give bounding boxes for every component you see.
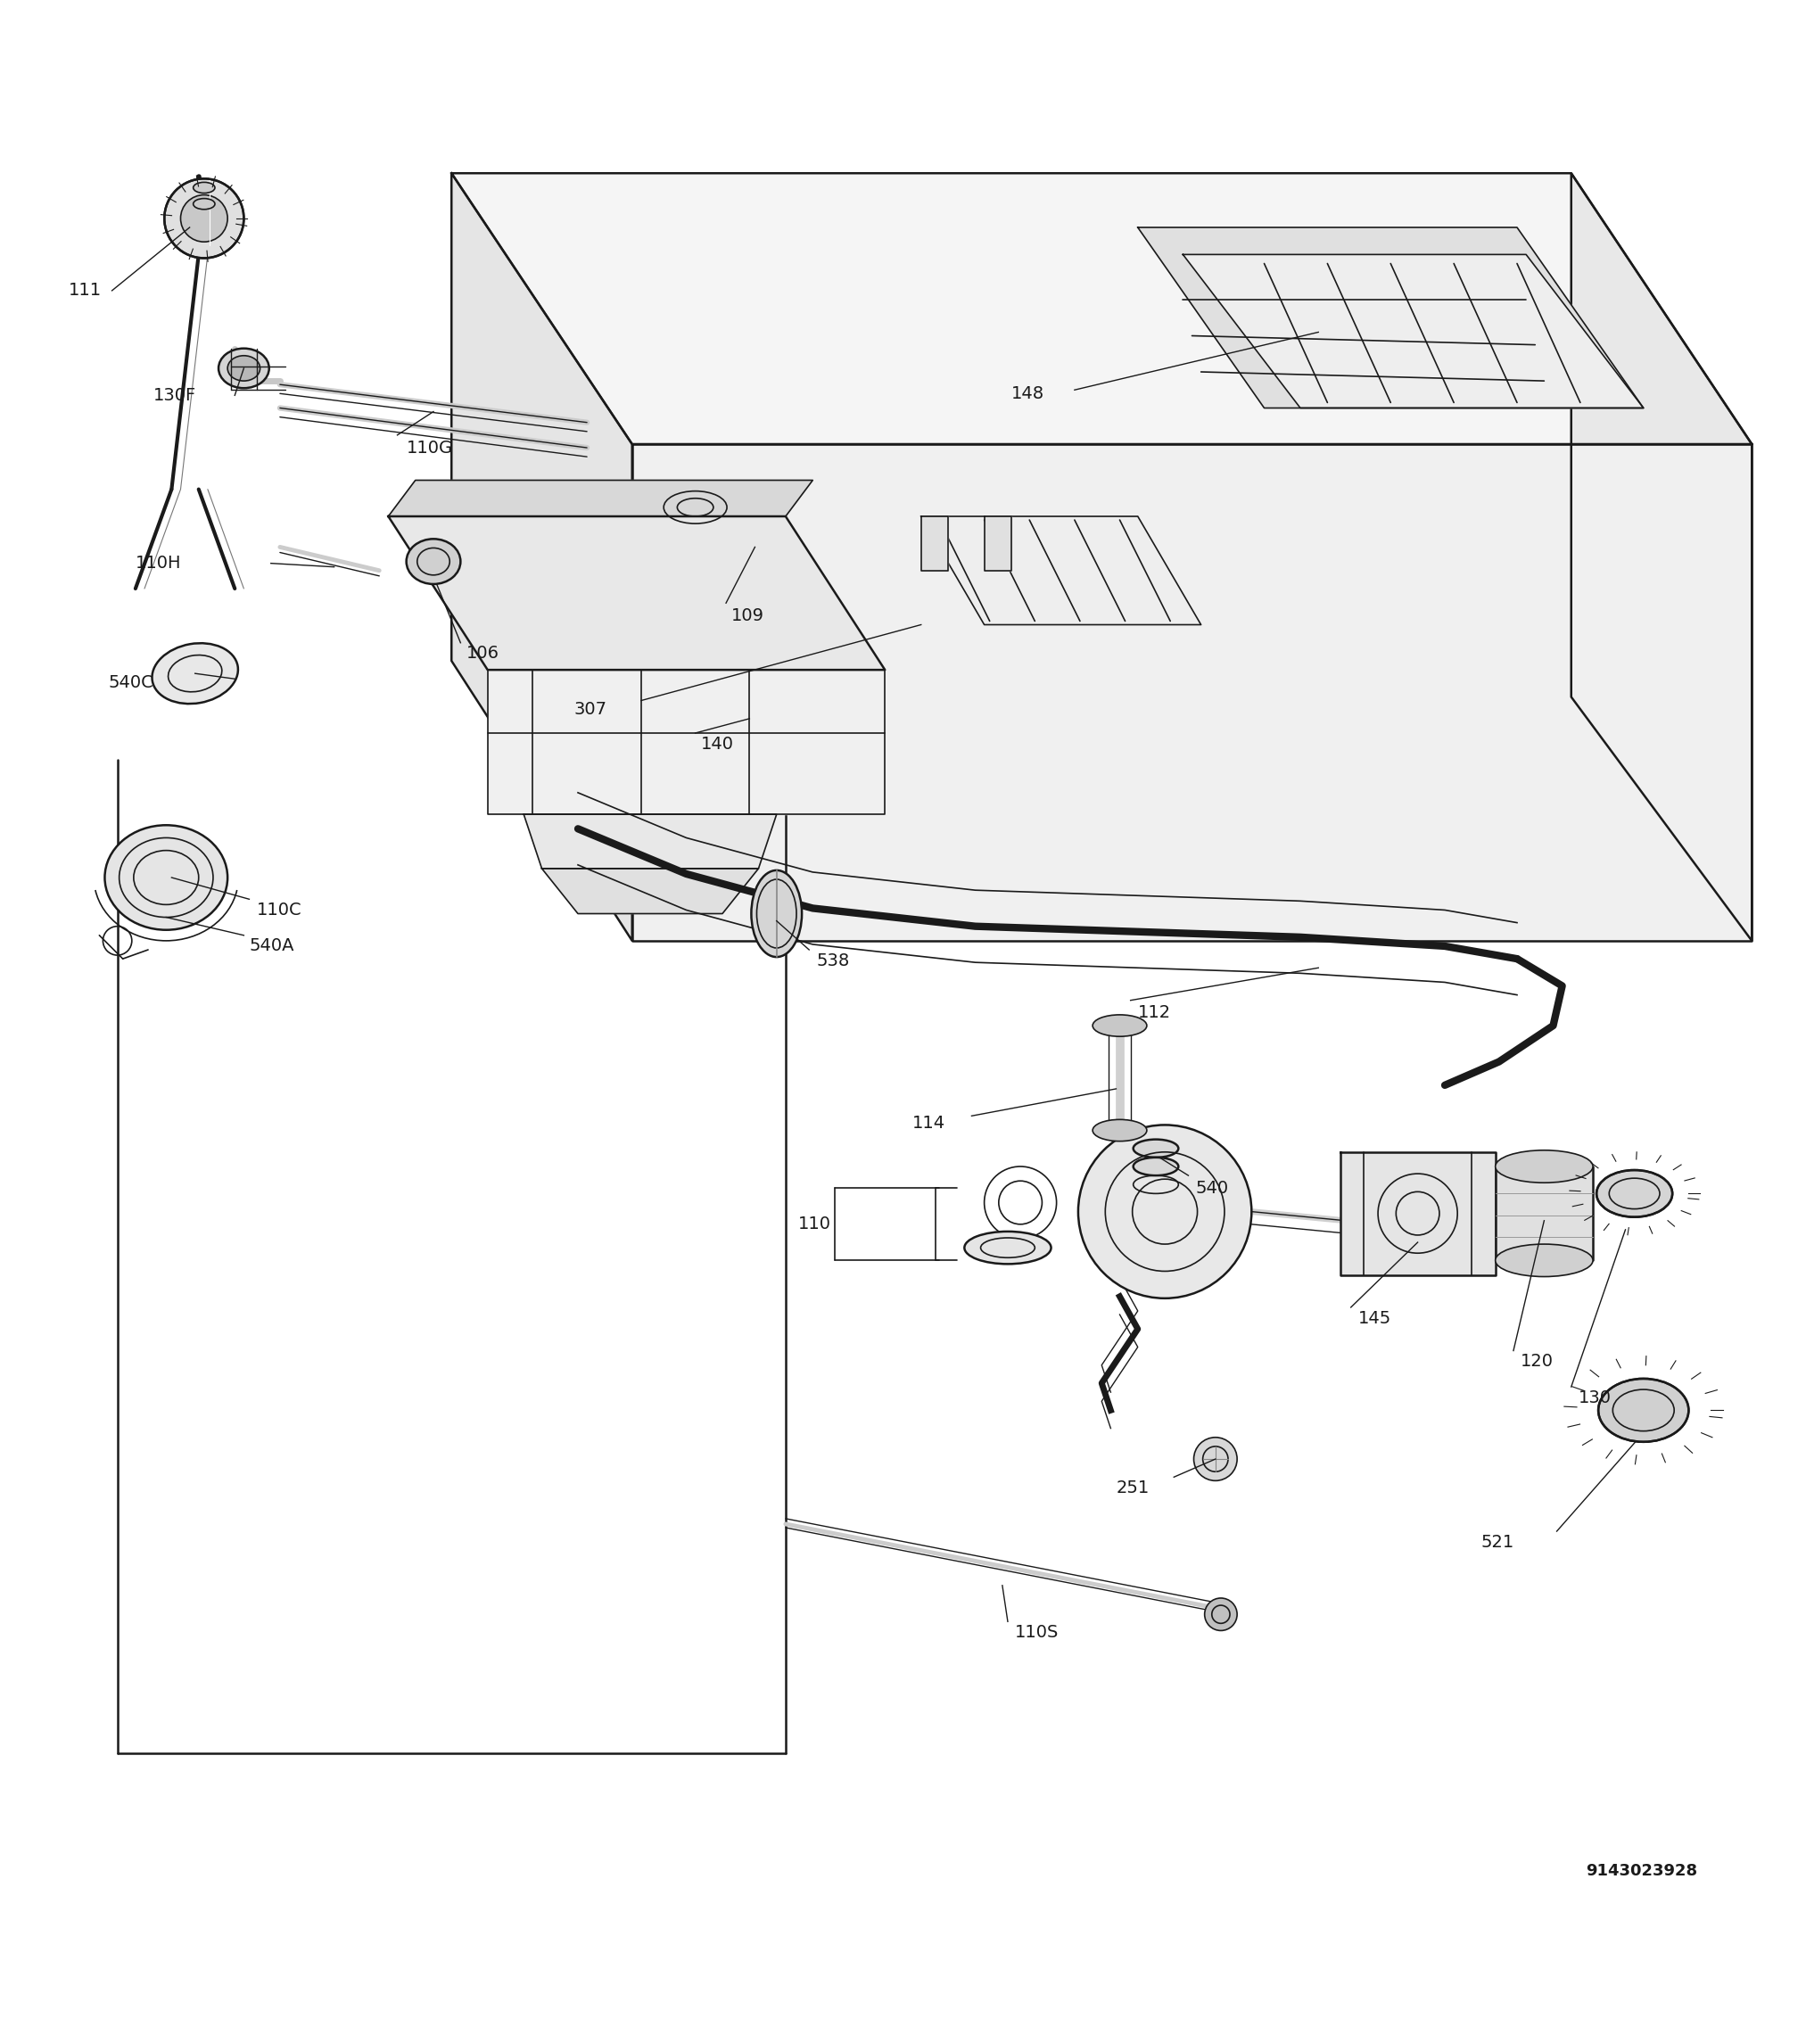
Polygon shape: [1138, 227, 1643, 409]
Circle shape: [181, 194, 228, 241]
Circle shape: [164, 178, 244, 258]
Text: 110H: 110H: [135, 554, 181, 572]
Polygon shape: [388, 517, 885, 670]
Polygon shape: [632, 444, 1752, 940]
Polygon shape: [921, 517, 1201, 625]
Text: 140: 140: [701, 736, 733, 752]
Text: 112: 112: [1138, 1004, 1170, 1022]
Text: 109: 109: [731, 607, 764, 623]
Text: 540C: 540C: [108, 675, 154, 691]
Ellipse shape: [964, 1230, 1051, 1263]
Ellipse shape: [406, 540, 461, 585]
Text: 538: 538: [816, 953, 849, 969]
Text: 110G: 110G: [406, 439, 453, 456]
Text: 110S: 110S: [1015, 1623, 1058, 1641]
Text: 106: 106: [466, 646, 498, 662]
Ellipse shape: [193, 182, 215, 192]
Polygon shape: [921, 517, 948, 570]
Polygon shape: [1571, 174, 1752, 940]
Ellipse shape: [751, 871, 802, 957]
Ellipse shape: [1134, 1139, 1178, 1157]
Text: 9143023928: 9143023928: [1586, 1862, 1698, 1878]
Text: 120: 120: [1521, 1353, 1553, 1369]
Ellipse shape: [1093, 1120, 1147, 1141]
Polygon shape: [452, 174, 1752, 444]
Circle shape: [1205, 1598, 1237, 1631]
Text: 110C: 110C: [256, 901, 302, 918]
Ellipse shape: [1598, 1378, 1689, 1441]
Ellipse shape: [193, 198, 215, 208]
Text: 521: 521: [1481, 1533, 1513, 1551]
Text: 111: 111: [69, 282, 101, 298]
Polygon shape: [388, 480, 813, 517]
Text: 148: 148: [1011, 384, 1044, 403]
Circle shape: [1194, 1437, 1237, 1480]
Polygon shape: [984, 517, 1011, 570]
Polygon shape: [1183, 256, 1643, 409]
Ellipse shape: [228, 356, 260, 380]
Text: 130F: 130F: [154, 386, 197, 405]
Text: 114: 114: [912, 1114, 945, 1132]
Text: 145: 145: [1358, 1310, 1391, 1327]
Text: 307: 307: [574, 701, 607, 717]
Text: 130: 130: [1578, 1390, 1611, 1406]
Polygon shape: [1495, 1167, 1593, 1261]
Ellipse shape: [152, 644, 238, 703]
Ellipse shape: [1134, 1157, 1178, 1175]
Polygon shape: [524, 814, 777, 869]
Text: 251: 251: [1116, 1480, 1149, 1496]
Polygon shape: [542, 869, 759, 914]
Ellipse shape: [105, 826, 228, 930]
Text: 110: 110: [798, 1216, 831, 1233]
Ellipse shape: [1093, 1014, 1147, 1036]
Polygon shape: [452, 174, 632, 940]
Polygon shape: [1340, 1153, 1495, 1275]
Text: 540: 540: [1196, 1179, 1228, 1196]
Ellipse shape: [219, 347, 269, 388]
Circle shape: [1078, 1124, 1252, 1298]
Text: 540A: 540A: [249, 938, 294, 955]
Ellipse shape: [1597, 1169, 1672, 1216]
Polygon shape: [488, 670, 885, 814]
Ellipse shape: [1495, 1245, 1593, 1278]
Ellipse shape: [1495, 1151, 1593, 1183]
